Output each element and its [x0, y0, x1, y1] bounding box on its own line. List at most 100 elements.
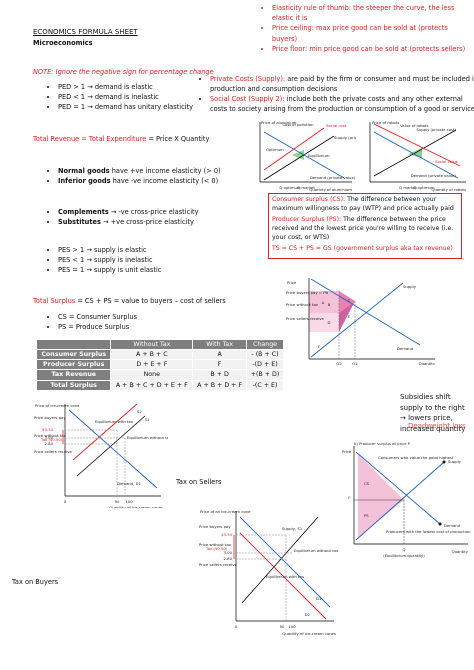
- dot: [438, 522, 442, 526]
- header-cell: With Tax: [192, 338, 248, 351]
- text: The difference between your maximum will…: [272, 196, 454, 212]
- cell: - (B + C): [246, 349, 284, 361]
- term: Producer Surplus (PS):: [272, 215, 342, 223]
- left-header: ECONOMICS FORMULA SHEET Microeconomics: [33, 27, 138, 48]
- list-item: Private Costs (Supply): are paid by the …: [210, 75, 474, 95]
- surplus-table: Without Tax With Tax Change Consumer Surplu…: [35, 338, 284, 391]
- shade: [309, 291, 339, 313]
- cell: F: [192, 359, 248, 371]
- diagram-label: Quantity: [419, 361, 436, 365]
- total-surplus: Total Surplus = CS + PS = value to buyer…: [33, 296, 226, 306]
- diagram-label: 90: [280, 624, 285, 629]
- diagram-label: Quantity of robots: [432, 187, 467, 192]
- diagram-label: Optimum: [266, 147, 284, 152]
- list-item: CS = Consumer Surplus: [58, 312, 137, 322]
- curve: [373, 129, 457, 177]
- diagram-label: Tax ($0.50): [40, 437, 63, 442]
- text: include both the private costs and any o…: [210, 94, 474, 113]
- cell: B + D: [192, 369, 248, 381]
- diagram-label: Demand (private value): [411, 173, 457, 178]
- subsidy-text: Subsidies shift supply to the right → lo…: [400, 393, 466, 433]
- diagram-label: 100: [288, 624, 296, 629]
- label: Total Surplus: [33, 297, 76, 305]
- diagram-label: 3.00: [45, 435, 54, 440]
- curve: [239, 516, 331, 608]
- diagram-label: A: [322, 300, 325, 305]
- list-item: PES < 1 → supply is inelastic: [58, 255, 161, 265]
- caption: Tax on Sellers: [176, 478, 222, 486]
- cell: -(D + E): [246, 359, 284, 371]
- diagram-label: 0: [64, 499, 67, 504]
- diagram-label: Equilibrium without tax: [294, 548, 339, 553]
- diagram-label: Price without tax: [199, 542, 232, 547]
- overlap-text: Deadweight loss: [408, 422, 466, 430]
- diagram-label: Price of ice-cream cone: [35, 403, 80, 408]
- dot: [442, 460, 446, 464]
- cell: None: [110, 369, 194, 381]
- diagram-label: S2: [137, 409, 142, 414]
- diagram-label: D1: [316, 596, 322, 601]
- diagram-label: Consumers who value the good highest: [378, 455, 454, 460]
- curve: [239, 532, 327, 620]
- cell: A: [192, 349, 248, 361]
- cell: Tax Revenue: [35, 369, 112, 381]
- diagram-label: Price without tax: [34, 433, 67, 438]
- cell: A + B + C: [110, 349, 194, 361]
- diagram-label: Q optimum: [413, 185, 435, 190]
- diagram-label: Price buyers pay: [34, 415, 66, 420]
- list-item: Substitutes → +ve cross-price elasticity: [58, 217, 199, 227]
- diagram-label: 2.80: [45, 441, 54, 446]
- diagram-label: Price without tax: [286, 302, 319, 307]
- shade: [309, 313, 339, 332]
- diagram-label: Quantity of ice-cream cones: [282, 631, 336, 636]
- diagram-label: Demand (private value): [310, 175, 356, 180]
- curve: [373, 131, 459, 179]
- diagram-label: Q2: [336, 361, 342, 365]
- diagram-label: E: [348, 314, 351, 319]
- diagram-label: Q1: [352, 361, 358, 365]
- diagram-label: (Equilibrium quantity): [383, 553, 425, 558]
- diagram-label: Price sellers receive: [286, 316, 325, 321]
- cell: +(B + D): [246, 369, 284, 381]
- diagram-label: Price of aluminium: [261, 120, 297, 125]
- shade: [339, 301, 355, 332]
- term: Private Costs (Supply):: [210, 75, 286, 83]
- curve: [355, 451, 441, 525]
- text: The difference between the price receive…: [272, 215, 454, 241]
- cell: A + B + D + F: [192, 379, 248, 391]
- cross-list: Complements → -ve cross-price elasticity…: [44, 207, 199, 227]
- diagram-label: $3.30: [221, 532, 232, 537]
- term: Substitutes: [58, 218, 101, 227]
- list-item: PED < 1 → demand is inelastic: [58, 92, 193, 102]
- ts: TS = CS + PS = GS (government surplus ak…: [272, 244, 453, 252]
- cell: Producer Surplus: [35, 359, 112, 371]
- diagram-label: Q: [403, 547, 406, 552]
- diagram-label: Supply (private cost): [416, 127, 456, 132]
- costs-list: Private Costs (Supply): are paid by the …: [196, 75, 474, 115]
- definitions-box: Consumer surplus (CS): The difference be…: [268, 193, 462, 259]
- diagram-label: Price: [342, 449, 352, 454]
- shade: [358, 454, 404, 500]
- diagram-label: D2: [305, 612, 311, 617]
- list-item: Inferior goods have -ve income elasticit…: [58, 176, 221, 186]
- header-row: Without Tax With Tax Change: [35, 338, 284, 351]
- curve: [355, 461, 445, 541]
- list-item: Complements → -ve cross-price elasticity: [58, 207, 199, 217]
- term: Consumer surplus (CS):: [272, 196, 346, 203]
- diagram-label: $3.30: [42, 427, 53, 432]
- formula: = Price X Quantity: [148, 135, 210, 143]
- diagram-label: Equilibrium without tax: [127, 435, 168, 440]
- term: Inferior goods: [58, 177, 111, 186]
- diagram-label: C: [348, 298, 351, 303]
- diagram-label: Equilibrium with tax: [266, 574, 305, 579]
- diagram-label: Producers with the lowest cost of produc…: [386, 529, 471, 534]
- diagram-label: Price of robots: [372, 120, 399, 125]
- definition: Producer Surplus (PS): The difference be…: [272, 216, 458, 243]
- term: Social Cost (Supply 2):: [210, 94, 285, 103]
- caption: Tax on Buyers: [12, 578, 59, 586]
- cell: -(C + E): [246, 379, 284, 391]
- curve: [241, 516, 319, 604]
- diagram-label: Demand: [397, 346, 414, 351]
